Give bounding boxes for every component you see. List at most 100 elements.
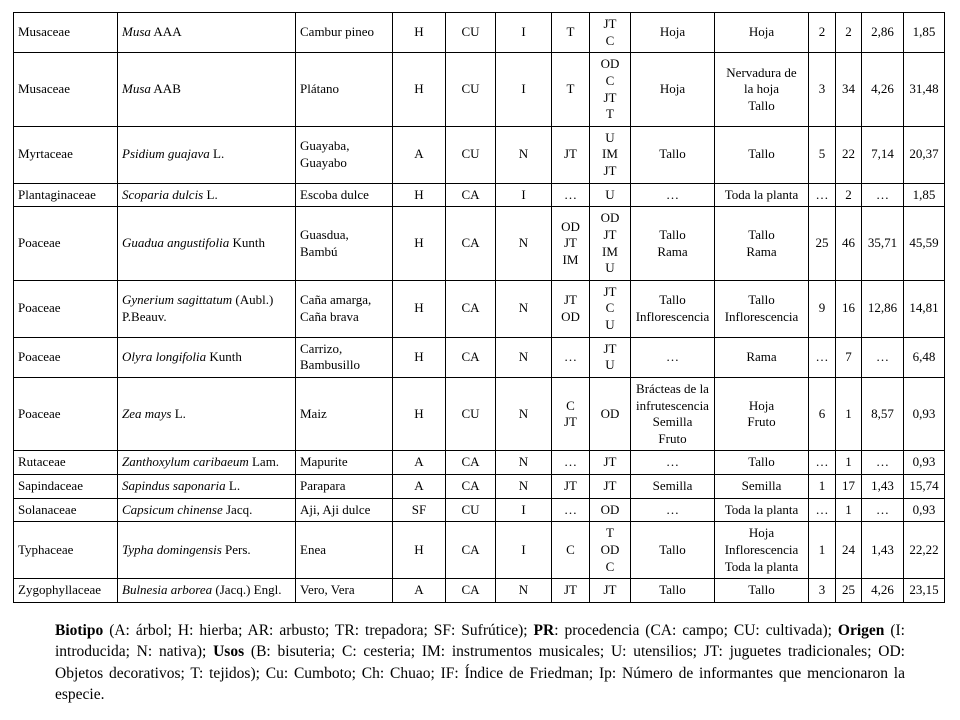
cell-parte_cu: Tallo: [630, 125, 715, 184]
cell-origen: I: [495, 182, 552, 208]
cell-common: Parapara: [295, 474, 393, 499]
cell-parte_cu: Tallo Rama: [630, 206, 715, 281]
cell-pr: CA: [445, 336, 496, 378]
cell-common: Caña amarga, Caña brava: [295, 279, 393, 338]
species-binomial: Bulnesia arborea: [122, 582, 213, 598]
cell-family: Poaceae: [13, 376, 118, 452]
cell-biotipo: H: [392, 206, 446, 281]
legend-text-usos: (B: bisuteria; C: cesteria; IM: instrume…: [55, 643, 905, 703]
cell-pr: CA: [445, 521, 496, 580]
cell-origen: N: [495, 578, 552, 603]
cell-family: Sapindaceae: [13, 474, 118, 499]
cell-biotipo: H: [392, 279, 446, 338]
species-author: L.: [209, 146, 225, 162]
cell-ip_ch: 1: [835, 497, 862, 523]
cell-ip_cu: 5: [808, 125, 836, 184]
cell-family: Myrtaceae: [13, 125, 118, 184]
cell-species: Sapindus saponaria L.: [117, 474, 296, 499]
cell-origen: I: [495, 11, 552, 54]
species-author: Lam.: [248, 454, 280, 470]
cell-ip_cu: 1: [808, 474, 836, 499]
cell-parte_cu: Tallo Inflorescencia: [630, 279, 715, 338]
cell-origen: N: [495, 125, 552, 184]
cell-usos_ch: T OD C: [589, 521, 631, 580]
cell-if_cu: …: [861, 336, 904, 378]
cell-if_cu: 35,71: [861, 206, 904, 281]
cell-species: Zanthoxylum caribaeum Lam.: [117, 450, 296, 475]
cell-species: Gynerium sagittatum (Aubl.) P.Beauv.: [117, 279, 296, 338]
cell-usos_ch: JT: [589, 474, 631, 499]
species-binomial: Musa: [122, 81, 151, 97]
cell-species: Bulnesia arborea (Jacq.) Engl.: [117, 578, 296, 603]
cell-biotipo: H: [392, 376, 446, 452]
cell-common: Mapurite: [295, 450, 393, 475]
cell-parte_ch: Nervadura de la hoja Tallo: [714, 52, 809, 127]
cell-usos_ch: JT C U: [589, 279, 631, 338]
cell-ip_ch: 1: [835, 450, 862, 475]
cell-common: Aji, Aji dulce: [295, 497, 393, 523]
cell-if_cu: …: [861, 497, 904, 523]
cell-ip_ch: 46: [835, 206, 862, 281]
cell-family: Zygophyllaceae: [13, 578, 118, 603]
cell-biotipo: H: [392, 52, 446, 127]
cell-pr: CA: [445, 279, 496, 338]
cell-usos_cu: …: [551, 336, 590, 378]
cell-parte_ch: Tallo Inflorescencia: [714, 279, 809, 338]
cell-if_cu: 1,43: [861, 521, 904, 580]
cell-species: Zea mays L.: [117, 376, 296, 452]
cell-pr: CU: [445, 52, 496, 127]
cell-biotipo: H: [392, 521, 446, 580]
table-row: Zygophyllaceae Bulnesia arborea (Jacq.) E…: [13, 578, 945, 603]
cell-parte_cu: Semilla: [630, 474, 715, 499]
cell-species: Guadua angustifolia Kunth: [117, 206, 296, 281]
cell-common: Guasdua, Bambú: [295, 206, 393, 281]
cell-if_cu: 4,26: [861, 578, 904, 603]
legend-term-biotipo: Biotipo: [55, 621, 104, 639]
cell-ip_ch: 22: [835, 125, 862, 184]
cell-parte_ch: Tallo Rama: [714, 206, 809, 281]
cell-common: Carrizo, Bambusillo: [295, 336, 393, 378]
cell-parte_cu: …: [630, 450, 715, 475]
cell-ip_cu: 25: [808, 206, 836, 281]
cell-usos_ch: OD: [589, 497, 631, 523]
cell-usos_cu: JT: [551, 578, 590, 603]
legend-text-origen: (I: introducida; N: nativa);: [55, 621, 905, 661]
species-binomial: Typha domingensis: [122, 541, 222, 557]
cell-usos_ch: OD C JT T: [589, 52, 631, 127]
cell-origen: N: [495, 336, 552, 378]
species-binomial: Zea mays: [122, 405, 172, 421]
cell-if_cu: 2,86: [861, 11, 904, 54]
legend-term-usos: Usos: [213, 643, 245, 661]
cell-usos_ch: JT: [589, 578, 631, 603]
cell-usos_cu: JT: [551, 474, 590, 499]
cell-parte_ch: Tallo: [714, 125, 809, 184]
cell-if_cu: …: [861, 182, 904, 208]
cell-ip_ch: 25: [835, 578, 862, 603]
cell-biotipo: A: [392, 474, 446, 499]
cell-common: Escoba dulce: [295, 182, 393, 208]
cell-if_ch: 1,85: [903, 182, 945, 208]
cell-parte_ch: Hoja Inflorescencia Toda la planta: [714, 521, 809, 580]
cell-family: Poaceae: [13, 336, 118, 378]
cell-parte_cu: Brácteas de la infrutescencia Semilla Fr…: [630, 376, 715, 452]
cell-pr: CU: [445, 11, 496, 54]
cell-usos_ch: OD: [589, 376, 631, 452]
cell-if_ch: 14,81: [903, 279, 945, 338]
cell-species: Psidium guajava L.: [117, 125, 296, 184]
cell-common: Maiz: [295, 376, 393, 452]
cell-if_cu: 7,14: [861, 125, 904, 184]
cell-parte_cu: Tallo: [630, 521, 715, 580]
cell-parte_cu: …: [630, 497, 715, 523]
table-row: Poaceae Gynerium sagittatum (Aubl.) P.Bea…: [13, 279, 945, 338]
cell-ip_ch: 2: [835, 11, 862, 54]
legend-term-origen: Origen: [837, 621, 885, 639]
cell-if_ch: 0,93: [903, 450, 945, 475]
species-author: (Aubl.) P.Beauv.: [122, 292, 274, 324]
cell-ip_cu: 1: [808, 521, 836, 580]
cell-origen: N: [495, 450, 552, 475]
cell-common: Plátano: [295, 52, 393, 127]
cell-parte_cu: Hoja: [630, 11, 715, 54]
cell-if_cu: 8,57: [861, 376, 904, 452]
table-row: Plantaginaceae Scoparia dulcis L. Escoba d…: [13, 182, 945, 208]
table-body: Musaceae Musa AAA Cambur pineo H CU I T JT C Hoj…: [13, 11, 945, 603]
